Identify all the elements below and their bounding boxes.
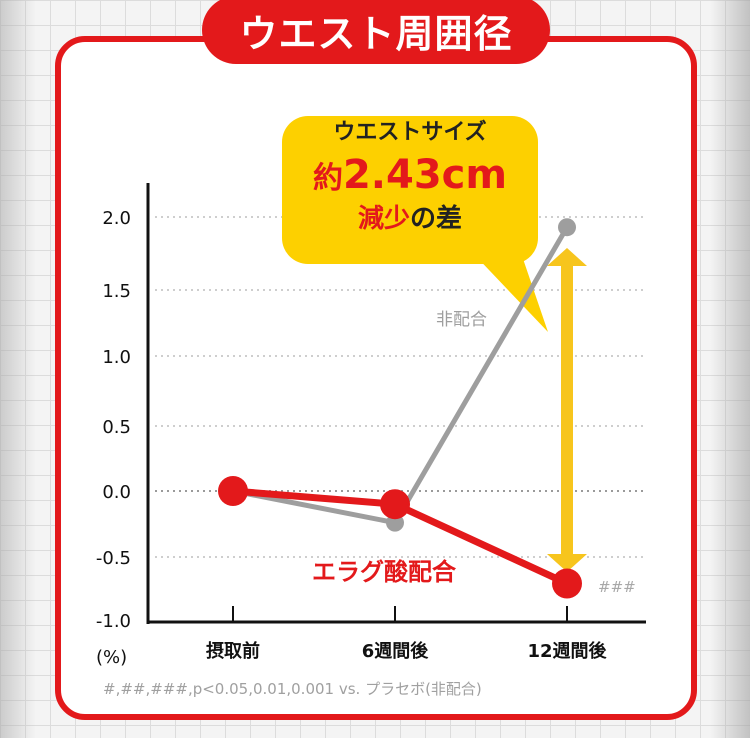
y-tick-labels: 2.0 1.5 1.0 0.5 0.0 -0.5 -1.0 [96, 208, 131, 632]
x-tick-label: 12週間後 [527, 640, 607, 662]
series-label-placebo: 非配合 [436, 310, 487, 330]
footnote: #,##,###,p<0.05,0.01,0.001 vs. プラセボ(非配合) [103, 680, 482, 698]
data-point-placebo [558, 218, 576, 237]
y-tick-label: 1.0 [102, 347, 131, 368]
y-tick-label: 0.0 [102, 482, 131, 503]
callout-subtext: 減少の差 [282, 202, 538, 236]
x-tick-labels: 摂取前 6週間後 12週間後 [206, 606, 608, 662]
y-tick-label: -0.5 [96, 548, 131, 569]
callout-heading: ウエストサイズ [333, 120, 487, 145]
y-tick-label: -1.0 [96, 611, 131, 632]
callout-bubble [282, 116, 538, 264]
data-point-ellagic [218, 476, 248, 506]
header-title: ウエスト周囲径 [202, 0, 550, 64]
callout-difference: の差 [410, 204, 463, 234]
background-shade-right [710, 0, 750, 738]
callout-decrease: 減少 [357, 204, 410, 234]
x-tick-label: 摂取前 [206, 640, 260, 662]
y-tick-label: 1.5 [102, 281, 131, 302]
background-shade-left [0, 0, 36, 738]
y-tick-label: 0.5 [102, 417, 131, 438]
callout-bubble-tail [470, 250, 548, 332]
callout-prefix: 約 [312, 161, 343, 196]
series-label-ellagic: エラグ酸配合 [312, 558, 457, 586]
significance-label: ### [598, 578, 636, 596]
series-points [218, 218, 582, 599]
x-tick-label: 6週間後 [362, 640, 430, 662]
y-axis-unit: (%) [96, 647, 127, 668]
data-point-ellagic [552, 568, 582, 599]
callout-value-line: 約2.43cm [282, 148, 538, 202]
callout-value: 2.43cm [342, 152, 508, 198]
data-point-ellagic [380, 489, 410, 520]
y-tick-label: 2.0 [102, 208, 131, 229]
callout: ウエストサイズ 約2.43cm 減少の差 [282, 118, 538, 236]
difference-arrow [547, 248, 587, 572]
